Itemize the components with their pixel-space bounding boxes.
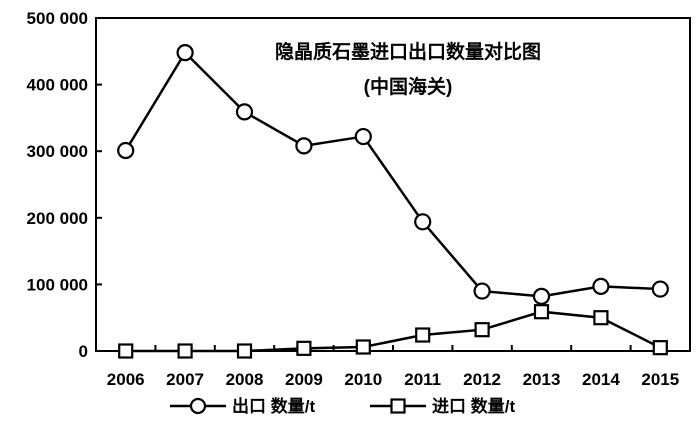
y-tick-label: 400 000 [27, 76, 88, 95]
chart-subtitle: (中国海关) [364, 75, 453, 98]
data-point [533, 304, 550, 320]
data-point [118, 343, 134, 359]
data-point [354, 127, 372, 146]
chart-title: 隐晶质石墨进口出口数量对比图 [275, 40, 541, 63]
x-tick-label: 2006 [107, 370, 145, 389]
x-tick-label: 2011 [404, 370, 441, 389]
x-tick-label: 2012 [463, 370, 501, 389]
series-layer [117, 44, 669, 359]
data-point [414, 213, 432, 231]
legend-marker [390, 398, 406, 414]
data-point [295, 137, 313, 155]
data-point [235, 103, 254, 121]
data-point [355, 339, 371, 355]
data-point [474, 322, 490, 338]
data-point [296, 340, 312, 356]
data-point [651, 280, 669, 298]
data-point [236, 343, 253, 359]
data-point [473, 282, 491, 300]
y-tick-label: 100 000 [27, 275, 88, 294]
x-tick-label: 2015 [641, 370, 679, 389]
x-tick-label: 2007 [166, 370, 204, 389]
y-tick-label: 500 000 [27, 9, 88, 28]
x-tick-label: 2008 [226, 370, 264, 389]
y-tick-label: 0 [79, 342, 88, 361]
data-point [415, 327, 431, 343]
data-point [592, 277, 610, 295]
chart-title-block: 隐晶质石墨进口出口数量对比图 (中国海关) [275, 40, 541, 98]
plot-frame [95, 17, 691, 352]
x-tick-label: 2009 [285, 370, 323, 389]
data-point [176, 44, 194, 62]
y-tick-label: 200 000 [27, 209, 88, 228]
legend-label: 进口 数量/t [432, 396, 515, 416]
series-export [117, 44, 669, 305]
data-point [177, 343, 193, 359]
legend-entry: 出口 数量/t [170, 396, 315, 416]
legend-entry: 进口 数量/t [370, 396, 515, 416]
legend-label: 出口 数量/t [232, 396, 315, 416]
legend-marker [189, 397, 207, 415]
x-tick-label: 2014 [582, 370, 620, 389]
series-line [125, 310, 661, 353]
data-point [117, 141, 135, 160]
data-point [593, 310, 609, 326]
series-line [124, 50, 661, 298]
data-point [532, 287, 551, 305]
series-import [118, 304, 668, 359]
legend: 出口 数量/t 进口 数量/t [170, 396, 515, 416]
data-point [652, 340, 668, 356]
x-tick-label: 2013 [523, 370, 561, 389]
y-tick-label: 300 000 [27, 142, 88, 161]
x-tick-label: 2010 [344, 370, 382, 389]
axes: 0 100 000 200 000 300 000 400 000 500 000 2006… [27, 9, 691, 389]
